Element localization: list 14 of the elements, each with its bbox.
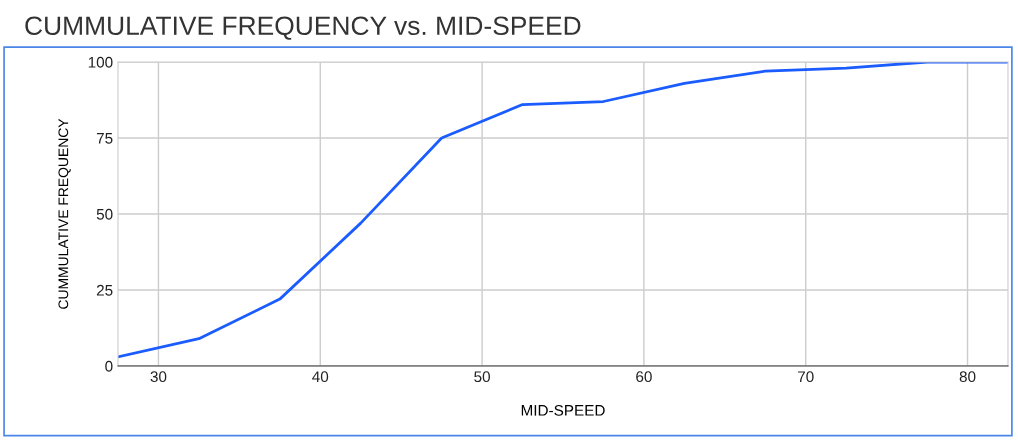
- y-tick-label: 100: [88, 56, 113, 68]
- chart-title: CUMMULATIVE FREQUENCY vs. MID-SPEED: [25, 16, 581, 40]
- x-tick-label: 30: [150, 371, 167, 383]
- y-tick-label: 25: [96, 284, 113, 296]
- y-axis-title: CUMMULATIVE FREQUENCY: [58, 118, 71, 309]
- x-tick-label: 60: [636, 371, 652, 383]
- x-tick-label: 80: [959, 371, 976, 383]
- x-tick-label: 50: [474, 371, 490, 383]
- x-axis-title: MID-SPEED: [521, 404, 605, 416]
- y-tick-label: 50: [96, 208, 113, 220]
- y-tick-label: 0: [105, 360, 113, 372]
- x-tick-label: 40: [312, 371, 329, 383]
- y-tick-label: 75: [96, 133, 113, 144]
- x-tick-label: 70: [798, 371, 814, 383]
